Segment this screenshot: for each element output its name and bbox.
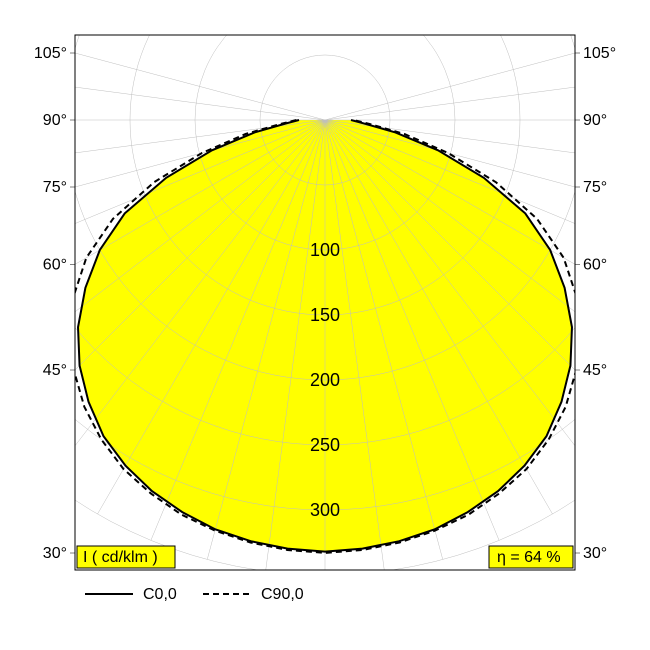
legend-label-c0: C0,0 [143, 586, 177, 603]
unit-label: I ( cd/klm ) [83, 549, 158, 566]
angle-label-left: 30° [43, 545, 67, 562]
radius-label: 200 [310, 370, 340, 390]
angle-label-left: 105° [34, 45, 67, 62]
eta-label: η = 64 % [497, 549, 561, 566]
angle-label-right: 105° [583, 45, 616, 62]
angle-label-left: 90° [43, 112, 67, 129]
angle-label-right: 45° [583, 362, 607, 379]
angle-label-right: 75° [583, 179, 607, 196]
radius-label: 150 [310, 305, 340, 325]
angle-label-left: 60° [43, 256, 67, 273]
angle-label-right: 60° [583, 256, 607, 273]
radius-label: 100 [310, 240, 340, 260]
angle-label-right: 30° [583, 545, 607, 562]
polar-plot-svg: 100 150 200 250 300 105° 90° 75° 60° 45° 30° 105° 90… [0, 0, 650, 650]
radius-label: 300 [310, 500, 340, 520]
legend-label-c90: C90,0 [261, 586, 304, 603]
angle-label-left: 45° [43, 362, 67, 379]
angle-label-right: 90° [583, 112, 607, 129]
polar-plot-container: 100 150 200 250 300 105° 90° 75° 60° 45° 30° 105° 90… [0, 0, 650, 650]
radius-label: 250 [310, 435, 340, 455]
angle-label-left: 75° [43, 179, 67, 196]
